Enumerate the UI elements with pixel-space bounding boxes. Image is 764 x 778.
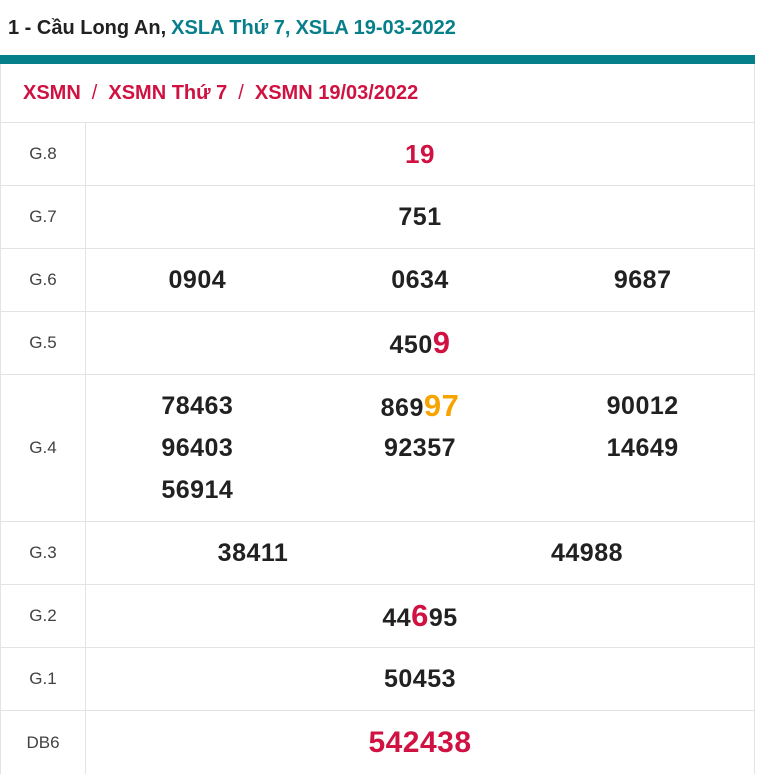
breadcrumb-link-xsmn-date[interactable]: XSMN 19/03/2022 bbox=[254, 81, 419, 104]
prize-number: 56914 bbox=[161, 475, 234, 504]
table-row-g7: G.7 751 bbox=[1, 186, 754, 249]
title-date-link[interactable]: XSLA 19-03-2022 bbox=[295, 17, 456, 39]
prize-number: 90012 bbox=[606, 391, 679, 420]
prize-number: 4509 bbox=[389, 325, 451, 360]
prize-number: 50453 bbox=[383, 664, 457, 693]
prize-number: 38411 bbox=[217, 538, 289, 567]
prize-number: 0904 bbox=[168, 265, 227, 294]
table-row-g5: G.5 4509 bbox=[1, 312, 754, 375]
prize-number: 44988 bbox=[550, 538, 624, 567]
highlight-digit: 6 bbox=[411, 598, 429, 633]
lottery-results-page: 1 - Cầu Long An, XSLA Thứ 7, XSLA 19-03-20… bbox=[0, 16, 764, 778]
prize-number: 92357 bbox=[383, 433, 457, 462]
prize-number: 9687 bbox=[613, 265, 672, 294]
prize-label: G.3 bbox=[1, 522, 86, 584]
prize-number: 14649 bbox=[606, 433, 679, 462]
table-row-g6: G.6 0904 0634 9687 bbox=[1, 249, 754, 312]
title-day-link[interactable]: XSLA Thứ 7, bbox=[171, 17, 291, 39]
title-station: 1 - Cầu Long An, bbox=[8, 17, 167, 39]
prize-label: G.6 bbox=[1, 249, 86, 311]
table-row-g4: G.4 78463 86997 90012 96403 92357 14649 … bbox=[1, 375, 754, 522]
breadcrumb-separator: / bbox=[238, 81, 244, 104]
page-title: 1 - Cầu Long An, XSLA Thứ 7, XSLA 19-03-20… bbox=[8, 16, 756, 40]
prize-number: 0634 bbox=[391, 265, 449, 294]
prize-label: G.8 bbox=[1, 123, 86, 185]
prize-number: 96403 bbox=[161, 433, 234, 462]
prize-number: 44695 bbox=[382, 598, 458, 633]
teal-divider bbox=[0, 55, 755, 64]
table-row-g3: G.3 38411 44988 bbox=[1, 522, 754, 585]
prize-number: 86997 bbox=[380, 388, 460, 423]
prize-label: G.2 bbox=[1, 585, 86, 647]
table-row-db6: DB6 542438 bbox=[1, 711, 754, 774]
table-row-g2: G.2 44695 bbox=[1, 585, 754, 648]
table-row-g1: G.1 50453 bbox=[1, 648, 754, 711]
breadcrumb-link-xsmn-day[interactable]: XSMN Thứ 7 bbox=[108, 81, 228, 104]
prize-label: G.7 bbox=[1, 186, 86, 248]
prize-label: DB6 bbox=[1, 711, 86, 774]
highlight-digits: 97 bbox=[423, 388, 460, 423]
prize-label: G.5 bbox=[1, 312, 86, 374]
prize-number: 19 bbox=[405, 138, 435, 169]
prize-number: 542438 bbox=[368, 725, 472, 759]
prize-number: 78463 bbox=[161, 391, 234, 420]
highlight-digit: 9 bbox=[432, 325, 451, 360]
results-table: XSMN / XSMN Thứ 7 / XSMN 19/03/2022 G.8 … bbox=[0, 64, 755, 774]
prize-number: 751 bbox=[398, 202, 442, 231]
table-row-g8: G.8 19 bbox=[1, 123, 754, 186]
breadcrumb: XSMN / XSMN Thứ 7 / XSMN 19/03/2022 bbox=[1, 64, 754, 123]
breadcrumb-link-xsmn[interactable]: XSMN bbox=[23, 81, 81, 104]
prize-label: G.4 bbox=[1, 375, 86, 521]
breadcrumb-separator: / bbox=[91, 81, 98, 104]
prize-label: G.1 bbox=[1, 648, 86, 710]
